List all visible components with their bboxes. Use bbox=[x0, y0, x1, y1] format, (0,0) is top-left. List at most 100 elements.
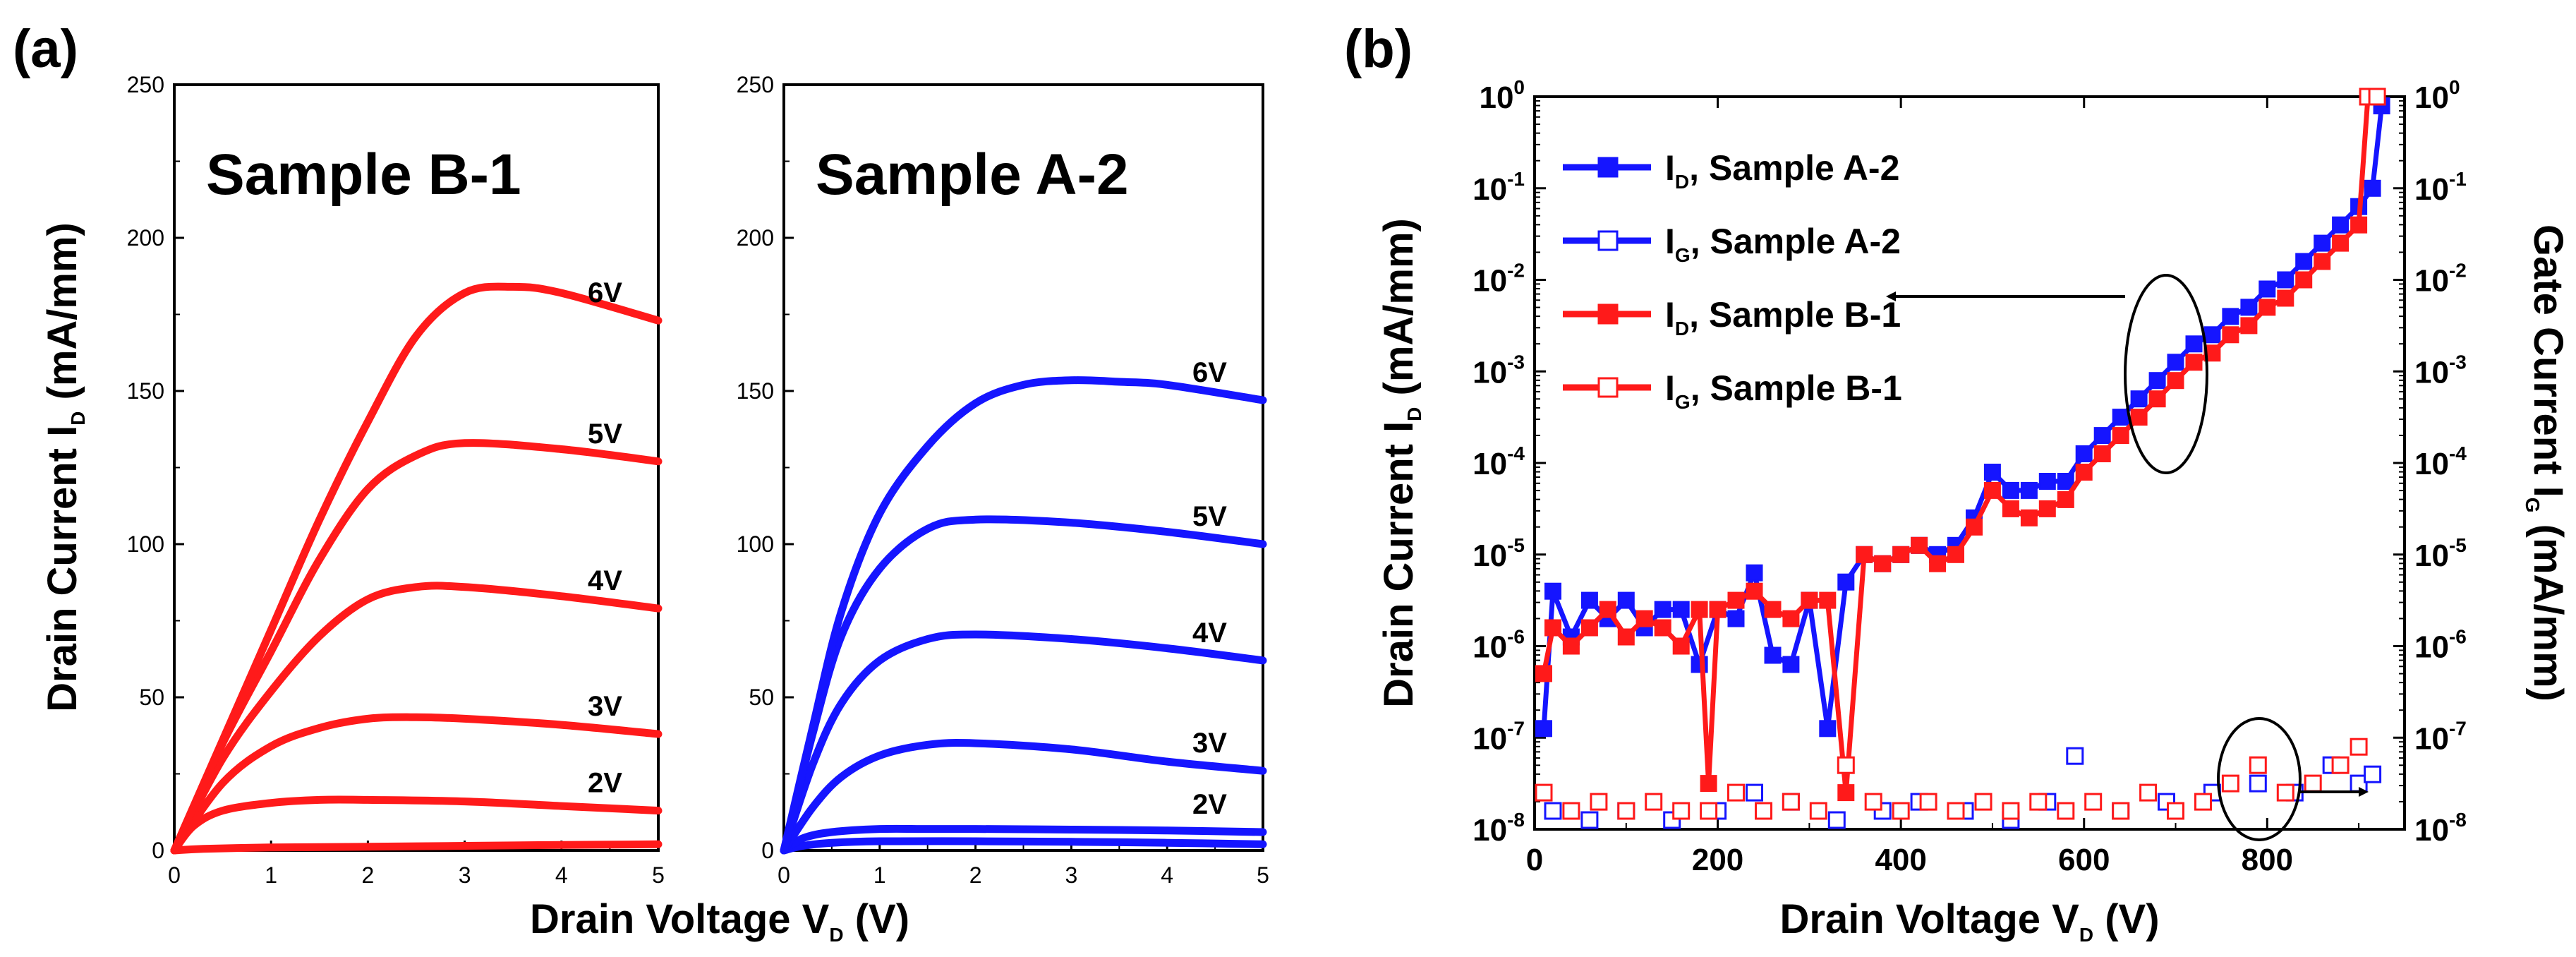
series-line-4V bbox=[780, 630, 1267, 855]
sample-title: Sample A-2 bbox=[816, 143, 1129, 207]
curve-label-2V: 2V bbox=[1192, 789, 1227, 820]
plot-frame bbox=[1533, 95, 2406, 831]
data-point bbox=[1827, 811, 1846, 829]
data-point bbox=[1947, 802, 1965, 820]
curve-label-3V: 3V bbox=[588, 691, 622, 722]
data-point bbox=[2249, 774, 2267, 793]
x-tick-label: 5 bbox=[1257, 862, 1269, 888]
y2-tick-label: 10-4 bbox=[2414, 443, 2467, 481]
data-point bbox=[2112, 427, 2129, 445]
data-point bbox=[1837, 756, 1855, 774]
data-point bbox=[2222, 308, 2239, 325]
x-axis-title-a: Drain Voltage VD (V) bbox=[530, 896, 909, 946]
data-point bbox=[2222, 326, 2239, 344]
x-tick-label: 2 bbox=[969, 862, 982, 888]
data-point bbox=[1599, 601, 1616, 618]
data-point bbox=[1544, 619, 1561, 637]
x-tick-label: 5 bbox=[652, 862, 665, 888]
x-tick-label: 200 bbox=[1692, 843, 1743, 877]
data-point bbox=[1562, 637, 1580, 655]
data-point bbox=[2093, 427, 2111, 445]
panel-b: 0 200 400 600 800 10-8 10-8 10-7 10-7 10-6 10-6 10-… bbox=[1376, 76, 2571, 946]
y2-tick-label: 10-1 bbox=[2414, 168, 2467, 207]
x-tick-label: 3 bbox=[459, 862, 471, 888]
data-point bbox=[2057, 802, 2075, 820]
data-point bbox=[1874, 555, 1892, 572]
legend: ID, Sample A-2 IG, Sample A-2 ID, Sample B… bbox=[1563, 148, 1902, 413]
data-point bbox=[2249, 756, 2267, 774]
y-tick-label: 10-7 bbox=[1473, 717, 1525, 756]
y2-tick-label: 10-5 bbox=[2414, 534, 2467, 573]
data-point bbox=[1544, 582, 1561, 600]
data-point bbox=[1864, 793, 1882, 811]
data-point bbox=[2350, 216, 2368, 234]
data-point bbox=[2364, 765, 2382, 783]
curve-label-5V: 5V bbox=[588, 419, 622, 450]
y-tick-label: 100 bbox=[127, 531, 164, 557]
y-tick-label: 150 bbox=[127, 378, 164, 404]
x-tick-label: 4 bbox=[555, 862, 568, 888]
data-point bbox=[2066, 747, 2084, 765]
chart-b: 0 200 400 600 800 10-8 10-8 10-7 10-7 10-6 10-6 10-… bbox=[1376, 76, 2571, 946]
data-point bbox=[2203, 344, 2221, 362]
series-line-5V bbox=[170, 439, 663, 855]
sample-title: Sample B-1 bbox=[206, 143, 521, 207]
data-point bbox=[1892, 546, 1910, 563]
x-tick-label: 0 bbox=[1526, 843, 1543, 877]
data-point bbox=[1837, 573, 1855, 591]
data-point bbox=[1911, 536, 1928, 554]
data-point bbox=[1672, 601, 1690, 618]
data-point bbox=[1974, 793, 1993, 811]
series-line-3V bbox=[780, 739, 1267, 855]
y2-tick-label: 10-8 bbox=[2414, 809, 2467, 848]
y-tick-label: 10-3 bbox=[1473, 351, 1525, 390]
data-point bbox=[1617, 628, 1635, 646]
data-point bbox=[1819, 720, 1837, 738]
data-point bbox=[2020, 481, 2038, 499]
legend-label: ID, Sample B-1 bbox=[1665, 295, 1901, 339]
data-point bbox=[2130, 409, 2148, 426]
data-point bbox=[2185, 335, 2203, 353]
data-point bbox=[2112, 802, 2130, 820]
data-point bbox=[1580, 591, 1598, 609]
data-point bbox=[2167, 802, 2184, 820]
data-point bbox=[1727, 783, 1745, 802]
data-point bbox=[1782, 656, 1800, 673]
y-tick-label: 50 bbox=[749, 685, 774, 710]
data-point bbox=[1782, 610, 1800, 627]
data-point bbox=[2148, 372, 2166, 390]
data-point bbox=[2221, 774, 2239, 793]
data-point bbox=[1837, 784, 1855, 802]
data-point bbox=[2258, 299, 2276, 316]
series-0 bbox=[1535, 97, 2390, 738]
data-point bbox=[2002, 802, 2020, 820]
data-point bbox=[1617, 591, 1635, 609]
series-line-6V bbox=[780, 376, 1267, 855]
y-tick-label: 200 bbox=[127, 225, 164, 251]
y-tick-label: 250 bbox=[127, 72, 164, 97]
curve-label-4V: 4V bbox=[1192, 618, 1227, 649]
data-point bbox=[1929, 555, 1947, 572]
series-line-3V bbox=[170, 713, 663, 855]
data-point bbox=[2277, 271, 2294, 289]
y2-tick-label: 100 bbox=[2414, 76, 2460, 115]
series-2 bbox=[1535, 88, 2386, 802]
data-point bbox=[2093, 445, 2111, 462]
data-point bbox=[1755, 802, 1772, 820]
data-point bbox=[1535, 783, 1553, 802]
y-tick-label: 250 bbox=[737, 72, 774, 97]
data-point bbox=[1764, 601, 1782, 618]
y-tick-label: 100 bbox=[737, 531, 774, 557]
data-point bbox=[2314, 253, 2331, 270]
data-point bbox=[1709, 601, 1727, 618]
data-point bbox=[2167, 372, 2184, 390]
data-point bbox=[1892, 802, 1910, 820]
data-point bbox=[1700, 802, 1718, 820]
data-point bbox=[1580, 811, 1599, 829]
data-point bbox=[2130, 390, 2148, 408]
curve-label-5V: 5V bbox=[1192, 501, 1227, 532]
data-point bbox=[2002, 481, 2019, 499]
data-point bbox=[2314, 234, 2331, 252]
data-point bbox=[2057, 490, 2074, 508]
